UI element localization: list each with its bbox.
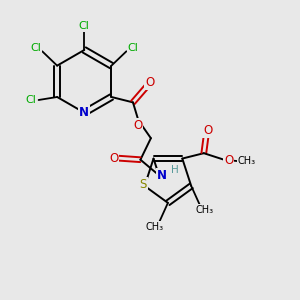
Text: N: N [79, 106, 89, 119]
Text: Cl: Cl [30, 43, 41, 53]
Text: Cl: Cl [128, 43, 138, 53]
Text: N: N [157, 169, 167, 182]
Text: H: H [171, 165, 178, 175]
Text: Cl: Cl [79, 21, 90, 31]
Text: CH₃: CH₃ [196, 205, 214, 215]
Text: O: O [203, 124, 212, 137]
Text: S: S [140, 178, 147, 191]
Text: O: O [109, 152, 118, 165]
Text: O: O [224, 154, 233, 167]
Text: O: O [146, 76, 154, 89]
Text: O: O [133, 119, 142, 132]
Text: Cl: Cl [26, 95, 37, 105]
Text: CH₃: CH₃ [237, 156, 256, 166]
Text: CH₃: CH₃ [145, 222, 163, 232]
